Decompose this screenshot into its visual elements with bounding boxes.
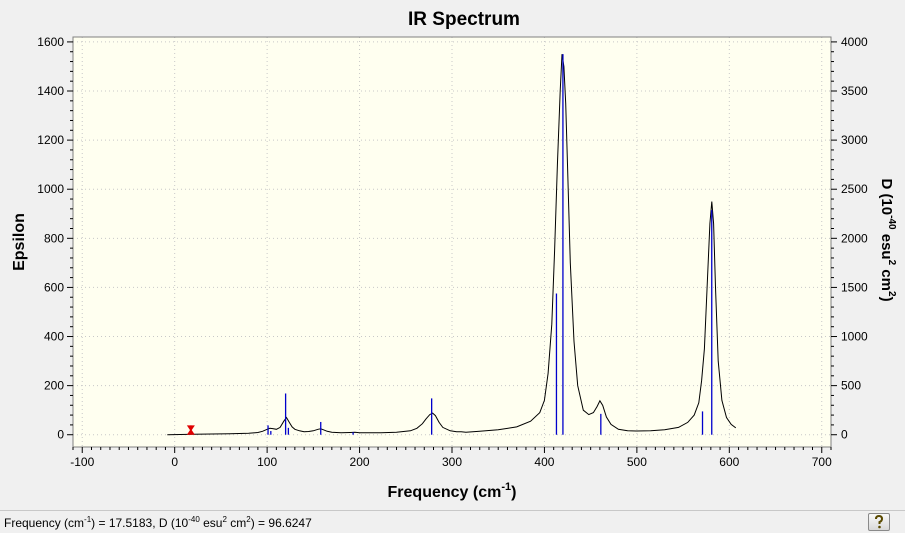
x-tick-label: -100: [70, 455, 94, 469]
y-axis-label: Epsilon: [11, 213, 28, 271]
x-tick-label: 200: [350, 455, 370, 469]
y2-tick-label: 1500: [841, 280, 868, 294]
x-tick-label: 300: [442, 455, 462, 469]
y-tick-label: 200: [44, 379, 64, 393]
ir-spectrum-chart: -100 0 100 200 300 400 500 600 700 0 200 400 600 800 1…: [11, 9, 897, 501]
x-tick-label: 600: [719, 455, 739, 469]
y-tick-label: 600: [44, 280, 64, 294]
cursor-marker-top: [186, 425, 195, 432]
y2-tick-label: 3500: [841, 84, 868, 98]
y2-tick-label: 2000: [841, 231, 868, 245]
chart-title: IR Spectrum: [408, 9, 520, 30]
y2-tick-label: 2500: [841, 182, 868, 196]
x-tick-label: 500: [627, 455, 647, 469]
spectrum-line: [167, 54, 737, 436]
y-tick-label: 1600: [37, 35, 64, 49]
x-tick-label: 0: [171, 455, 178, 469]
y2-tick-label: 3000: [841, 133, 868, 147]
y-tick-label: 1400: [37, 84, 64, 98]
y2-axis-label: D (10-40 esu2 cm2): [878, 178, 897, 301]
y-tick-label: 1200: [37, 133, 64, 147]
help-icon: [875, 515, 884, 529]
status-readout: Frequency (cm-1) = 17.5183, D (10-40 esu…: [4, 515, 312, 530]
y2-tick-label: 500: [841, 379, 861, 393]
y-tick-label: 0: [57, 428, 64, 442]
cursor-marker-bottom: [186, 428, 195, 435]
y-tick-label: 400: [44, 330, 64, 344]
status-bar: Frequency (cm-1) = 17.5183, D (10-40 esu…: [0, 510, 905, 533]
y-tick-label: 800: [44, 231, 64, 245]
y-tick-label: 1000: [37, 182, 64, 196]
y2-tick-label: 0: [841, 428, 848, 442]
x-axis-label: Frequency (cm-1): [388, 481, 517, 501]
x-tick-label: 100: [257, 455, 277, 469]
y2-tick-label: 1000: [841, 330, 868, 344]
y2-tick-label: 4000: [841, 35, 868, 49]
help-button[interactable]: [868, 513, 890, 531]
x-tick-label: 400: [534, 455, 554, 469]
x-tick-label: 700: [812, 455, 832, 469]
